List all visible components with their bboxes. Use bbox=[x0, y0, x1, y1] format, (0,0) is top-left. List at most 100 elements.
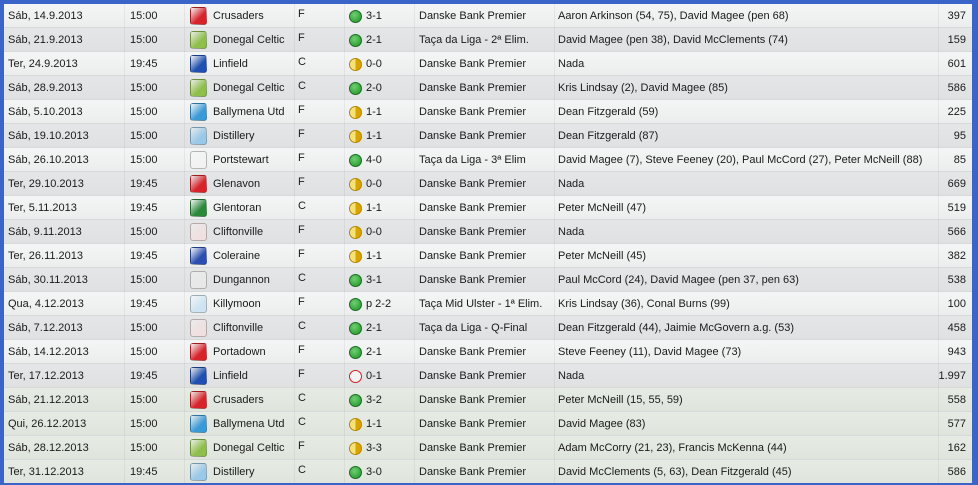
competition-link[interactable]: Danske Bank Premier bbox=[419, 82, 526, 94]
opponent-link[interactable]: Dungannon bbox=[213, 274, 270, 286]
opponent-link[interactable]: Linfield bbox=[213, 370, 248, 382]
match-date: Sáb, 26.10.2013 bbox=[8, 154, 89, 166]
table-row[interactable]: Ter, 5.11.2013 19:45 Glentoran C 1-1 Danske B… bbox=[4, 196, 972, 220]
score-link[interactable]: 3-0 bbox=[366, 466, 382, 478]
score-link[interactable]: 2-1 bbox=[366, 322, 382, 334]
table-row[interactable]: Sáb, 7.12.2013 15:00 Cliftonville C 2-1 Taça … bbox=[4, 316, 972, 340]
score-link[interactable]: 2-1 bbox=[366, 346, 382, 358]
score-link[interactable]: 0-1 bbox=[366, 370, 382, 382]
table-row[interactable]: Qui, 26.12.2013 15:00 Ballymena Utd C 1-1 Dan… bbox=[4, 412, 972, 436]
score-link[interactable]: 1-1 bbox=[366, 418, 382, 430]
opponent-link[interactable]: Distillery bbox=[213, 130, 255, 142]
opponent-link[interactable]: Cliftonville bbox=[213, 322, 264, 334]
competition-link[interactable]: Danske Bank Premier bbox=[419, 370, 526, 382]
column-divider bbox=[938, 4, 939, 483]
score-link[interactable]: 3-1 bbox=[366, 274, 382, 286]
table-row[interactable]: Ter, 24.9.2013 19:45 Linfield C 0-0 Danske Ba… bbox=[4, 52, 972, 76]
table-row[interactable]: Ter, 26.11.2013 19:45 Coleraine F 1-1 Danske … bbox=[4, 244, 972, 268]
goalscorers: David Magee (7), Steve Feeney (20), Paul… bbox=[558, 154, 923, 166]
opponent-link[interactable]: Donegal Celtic bbox=[213, 442, 285, 454]
club-badge-icon bbox=[190, 343, 207, 361]
table-row[interactable]: Sáb, 28.12.2013 15:00 Donegal Celtic F 3-3 Da… bbox=[4, 436, 972, 460]
opponent-link[interactable]: Coleraine bbox=[213, 250, 261, 262]
score-link[interactable]: 0-0 bbox=[366, 178, 382, 190]
table-row[interactable]: Sáb, 21.9.2013 15:00 Donegal Celtic F 2-1 Taç… bbox=[4, 28, 972, 52]
win-icon bbox=[349, 82, 362, 95]
score-link[interactable]: 3-2 bbox=[366, 394, 382, 406]
attendance: 159 bbox=[947, 34, 966, 46]
table-row[interactable]: Sáb, 14.12.2013 15:00 Portadown F 2-1 Danske … bbox=[4, 340, 972, 364]
score-link[interactable]: 2-1 bbox=[366, 34, 382, 46]
club-badge-icon bbox=[190, 439, 207, 457]
goalscorers: Nada bbox=[558, 370, 585, 382]
column-divider bbox=[184, 4, 185, 483]
table-row[interactable]: Ter, 31.12.2013 19:45 Distillery C 3-0 Danske… bbox=[4, 460, 972, 483]
table-row[interactable]: Ter, 17.12.2013 19:45 Linfield F 0-1 Danske B… bbox=[4, 364, 972, 388]
competition-link[interactable]: Danske Bank Premier bbox=[419, 466, 526, 478]
competition-link[interactable]: Taça da Liga - 2ª Elim. bbox=[419, 34, 529, 46]
competition-link[interactable]: Danske Bank Premier bbox=[419, 442, 526, 454]
win-icon bbox=[349, 10, 362, 23]
competition-link[interactable]: Danske Bank Premier bbox=[419, 10, 526, 22]
goalscorers: Adam McCorry (21, 23), Francis McKenna (… bbox=[558, 442, 787, 454]
table-row[interactable]: Sáb, 19.10.2013 15:00 Distillery F 1-1 Danske… bbox=[4, 124, 972, 148]
score-link[interactable]: 1-1 bbox=[366, 202, 382, 214]
table-row[interactable]: Ter, 29.10.2013 19:45 Glenavon F 0-0 Danske B… bbox=[4, 172, 972, 196]
match-date: Sáb, 28.12.2013 bbox=[8, 442, 89, 454]
opponent-link[interactable]: Portadown bbox=[213, 346, 266, 358]
opponent-link[interactable]: Cliftonville bbox=[213, 226, 264, 238]
opponent-link[interactable]: Glentoran bbox=[213, 202, 262, 214]
competition-link[interactable]: Danske Bank Premier bbox=[419, 202, 526, 214]
table-row[interactable]: Sáb, 26.10.2013 15:00 Portstewart F 4-0 Taça … bbox=[4, 148, 972, 172]
competition-link[interactable]: Danske Bank Premier bbox=[419, 130, 526, 142]
score-link[interactable]: 2-0 bbox=[366, 82, 382, 94]
opponent-link[interactable]: Donegal Celtic bbox=[213, 34, 285, 46]
competition-link[interactable]: Danske Bank Premier bbox=[419, 178, 526, 190]
competition-link[interactable]: Danske Bank Premier bbox=[419, 274, 526, 286]
kickoff-time: 15:00 bbox=[130, 130, 158, 142]
opponent-link[interactable]: Donegal Celtic bbox=[213, 82, 285, 94]
score-link[interactable]: 1-1 bbox=[366, 106, 382, 118]
competition-link[interactable]: Taça Mid Ulster - 1ª Elim. bbox=[419, 298, 543, 310]
score-link[interactable]: 3-1 bbox=[366, 10, 382, 22]
opponent-link[interactable]: Linfield bbox=[213, 58, 248, 70]
column-divider bbox=[294, 4, 295, 483]
opponent-link[interactable]: Ballymena Utd bbox=[213, 106, 285, 118]
table-row[interactable]: Sáb, 14.9.2013 15:00 Crusaders F 3-1 Danske B… bbox=[4, 4, 972, 28]
kickoff-time: 15:00 bbox=[130, 394, 158, 406]
attendance: 458 bbox=[947, 322, 966, 334]
score-link[interactable]: 4-0 bbox=[366, 154, 382, 166]
score-link[interactable]: 1-1 bbox=[366, 250, 382, 262]
competition-link[interactable]: Danske Bank Premier bbox=[419, 394, 526, 406]
competition-link[interactable]: Danske Bank Premier bbox=[419, 226, 526, 238]
competition-link[interactable]: Danske Bank Premier bbox=[419, 250, 526, 262]
opponent-link[interactable]: Killymoon bbox=[213, 298, 261, 310]
competition-link[interactable]: Danske Bank Premier bbox=[419, 346, 526, 358]
venue: C bbox=[298, 200, 306, 212]
win-icon bbox=[349, 394, 362, 407]
score-link[interactable]: p 2-2 bbox=[366, 298, 392, 310]
score-link[interactable]: 3-3 bbox=[366, 442, 382, 454]
opponent-link[interactable]: Ballymena Utd bbox=[213, 418, 285, 430]
score-link[interactable]: 1-1 bbox=[366, 130, 382, 142]
table-row[interactable]: Sáb, 30.11.2013 15:00 Dungannon C 3-1 Danske … bbox=[4, 268, 972, 292]
score-link[interactable]: 0-0 bbox=[366, 226, 382, 238]
opponent-link[interactable]: Glenavon bbox=[213, 178, 261, 190]
competition-link[interactable]: Taça da Liga - 3ª Elim bbox=[419, 154, 526, 166]
opponent-link[interactable]: Crusaders bbox=[213, 10, 264, 22]
competition-link[interactable]: Taça da Liga - Q-Final bbox=[419, 322, 528, 334]
table-row[interactable]: Sáb, 9.11.2013 15:00 Cliftonville F 0-0 Dansk… bbox=[4, 220, 972, 244]
opponent-link[interactable]: Portstewart bbox=[213, 154, 269, 166]
competition-link[interactable]: Danske Bank Premier bbox=[419, 418, 526, 430]
competition-link[interactable]: Danske Bank Premier bbox=[419, 58, 526, 70]
draw-icon bbox=[349, 130, 362, 143]
competition-link[interactable]: Danske Bank Premier bbox=[419, 106, 526, 118]
table-row[interactable]: Sáb, 21.12.2013 15:00 Crusaders C 3-2 Danske … bbox=[4, 388, 972, 412]
table-row[interactable]: Sáb, 5.10.2013 15:00 Ballymena Utd F 1-1 Dans… bbox=[4, 100, 972, 124]
opponent-link[interactable]: Crusaders bbox=[213, 394, 264, 406]
score-link[interactable]: 0-0 bbox=[366, 58, 382, 70]
table-row[interactable]: Sáb, 28.9.2013 15:00 Donegal Celtic C 2-0 Dan… bbox=[4, 76, 972, 100]
opponent-link[interactable]: Distillery bbox=[213, 466, 255, 478]
goalscorers: Aaron Arkinson (54, 75), David Magee (pe… bbox=[558, 10, 789, 22]
